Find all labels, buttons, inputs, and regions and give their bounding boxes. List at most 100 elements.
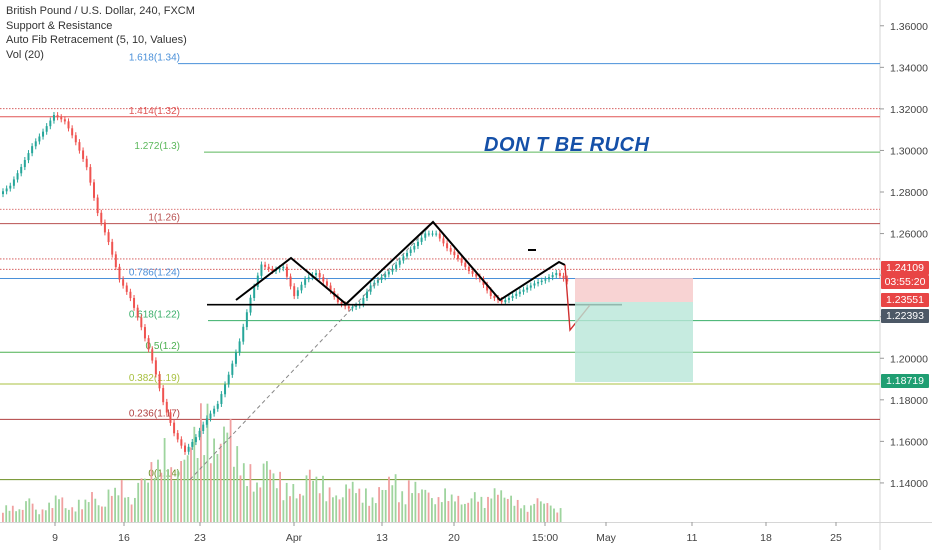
candle-body <box>103 222 106 233</box>
volume-bar <box>153 477 156 522</box>
volume-bar <box>559 508 562 522</box>
candle-body <box>136 307 139 318</box>
volume-bar <box>414 481 417 522</box>
candle-body <box>165 401 168 413</box>
volume-bar <box>94 498 97 522</box>
fib-level-label: 1.414(1.32) <box>129 106 180 117</box>
candle-body <box>220 394 223 404</box>
candle-body <box>431 233 434 235</box>
candle-body <box>16 173 19 180</box>
candle-body <box>147 338 150 350</box>
candle-body <box>169 412 172 423</box>
candle-body <box>296 290 299 296</box>
volume-bar <box>130 504 133 522</box>
candle-body <box>544 279 547 281</box>
volume-bar <box>341 497 344 522</box>
volume-bar <box>160 472 163 522</box>
volume-bar <box>176 469 179 522</box>
x-tick-label: 20 <box>448 532 460 544</box>
candle-body <box>151 349 154 361</box>
volume-bar <box>5 505 8 522</box>
candle-body <box>304 279 307 285</box>
volume-bar <box>2 512 4 522</box>
candle-body <box>537 282 540 284</box>
candle-body <box>63 119 66 122</box>
volume-bar <box>213 438 215 522</box>
candle-body <box>143 327 146 339</box>
candle-body <box>416 241 419 247</box>
candle-body <box>267 266 270 269</box>
candle-body <box>384 274 387 278</box>
volume-bar <box>68 509 70 522</box>
candle-body <box>548 277 550 280</box>
volume-bar <box>143 478 146 522</box>
candle-body <box>387 271 390 275</box>
volume-bar <box>18 509 21 522</box>
volume-bar <box>460 504 463 522</box>
volume-bar <box>173 480 176 522</box>
fib-level-label: 1.618(1.34) <box>129 53 180 64</box>
volume-bar <box>374 503 377 522</box>
volume-bar <box>464 503 466 522</box>
volume-bar <box>48 502 50 522</box>
volume-bar <box>229 419 232 522</box>
volume-bar <box>150 462 153 522</box>
candle-body <box>9 185 12 189</box>
candle-body <box>282 266 285 269</box>
candle-body <box>114 254 117 268</box>
volume-bar <box>401 491 404 522</box>
volume-bar <box>424 489 427 522</box>
y-tick-label: 1.34000 <box>890 62 928 74</box>
volume-bar <box>536 498 539 522</box>
candle-body <box>558 273 561 276</box>
legend-volume[interactable]: Vol (20) <box>6 48 44 61</box>
candle-body <box>518 291 521 294</box>
x-tick-label: 13 <box>376 532 388 544</box>
fib-level-label: 0.786(1.24) <box>129 267 180 278</box>
volume-bar <box>216 454 219 522</box>
volume-bar <box>332 497 334 522</box>
volume-bar <box>447 501 450 522</box>
volume-bar <box>315 476 318 522</box>
volume-bar <box>196 458 199 522</box>
candle-body <box>231 363 234 375</box>
volume-bar <box>503 497 506 522</box>
volume-bar <box>530 505 532 522</box>
volume-bar <box>437 497 440 522</box>
volume-bar <box>252 491 255 522</box>
candle-body <box>45 126 48 132</box>
volume-bar <box>473 492 476 522</box>
legend-symbol[interactable]: British Pound / U.S. Dollar, 240, FXCM <box>6 5 195 17</box>
volume-bar <box>44 510 47 522</box>
volume-bar <box>114 487 116 522</box>
volume-bar <box>282 500 285 522</box>
legend-auto-fib[interactable]: Auto Fib Retracement (5, 10, Values) <box>6 34 187 46</box>
volume-bar <box>490 498 493 522</box>
x-tick-label: 11 <box>687 532 698 544</box>
candle-body <box>493 295 496 299</box>
volume-bar <box>104 506 107 522</box>
volume-bar <box>71 507 74 522</box>
volume-bar <box>97 505 100 522</box>
x-tick-label: 23 <box>194 532 206 544</box>
volume-bar <box>41 509 44 522</box>
y-tick-label: 1.20000 <box>890 353 928 365</box>
volume-bar <box>58 499 60 522</box>
candle-body <box>402 256 405 261</box>
candle-body <box>96 197 99 214</box>
candle-body <box>406 252 409 257</box>
fib-level-label: 1(1.26) <box>148 213 180 224</box>
volume-bar <box>302 495 305 522</box>
candle-body <box>100 212 103 223</box>
candle-body <box>562 275 565 279</box>
price-tag: 03:55:20 <box>881 275 929 289</box>
volume-bar <box>299 493 301 522</box>
legend-support-resistance[interactable]: Support & Resistance <box>6 19 113 32</box>
volume-bar <box>77 499 80 522</box>
candle-body <box>307 277 310 280</box>
volume-bar <box>81 509 83 522</box>
candle-body <box>347 306 350 309</box>
candle-body <box>74 135 77 143</box>
candle-body <box>366 291 368 298</box>
